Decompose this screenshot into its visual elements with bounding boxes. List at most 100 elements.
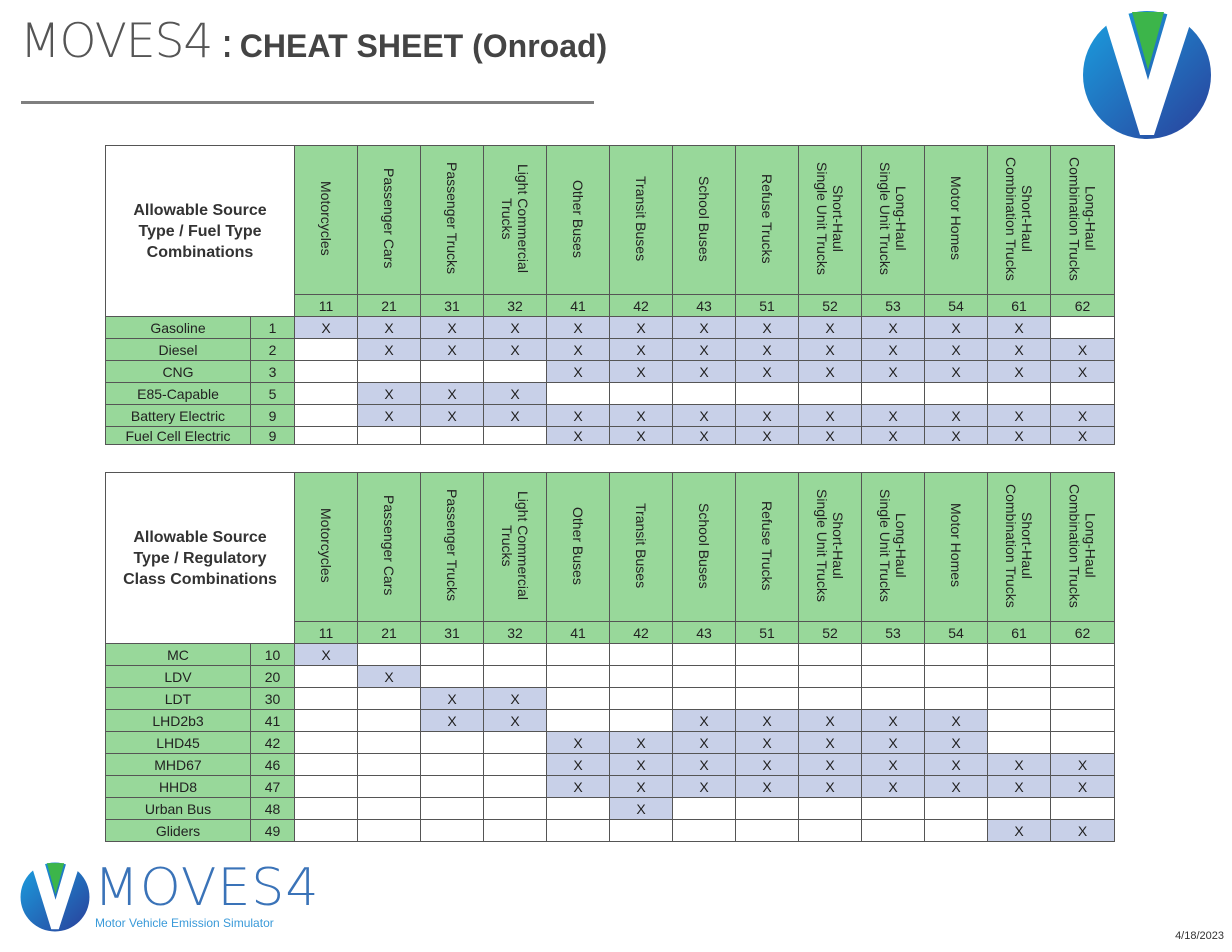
regulatory-class-table: Allowable Source Type / Regulatory Class… [105, 472, 1115, 842]
fuel-col-id: 43 [672, 294, 736, 317]
reg-cell-empty [420, 753, 484, 776]
fuel-cell-allowed: X [987, 338, 1051, 361]
reg-col-header: Motor Homes [924, 472, 988, 622]
reg-row-label: Gliders [105, 819, 251, 842]
fuel-cell-empty [294, 404, 358, 427]
fuel-col-id: 54 [924, 294, 988, 317]
fuel-cell-allowed: X [483, 338, 547, 361]
reg-cell-empty [924, 819, 988, 842]
fuel-col-header-name: Passenger Trucks [444, 162, 460, 275]
fuel-cell-allowed: X [798, 338, 862, 361]
fuel-row-label: E85-Capable [105, 382, 251, 405]
fuel-table-row: Fuel Cell Electric 9 X X X X X X X X X [105, 426, 1115, 445]
fuel-cell-allowed: X [987, 404, 1051, 427]
fuel-cell-allowed: X [483, 316, 547, 339]
reg-col-header: Passenger Cars [357, 472, 421, 622]
fuel-cell-allowed: X [735, 426, 799, 445]
reg-cell-empty [987, 665, 1051, 688]
reg-cell-empty [672, 687, 736, 710]
fuel-table-row: Gasoline 1 X X X X X X X X X X X X [105, 316, 1115, 339]
reg-cell-empty [798, 665, 862, 688]
fuel-cell-allowed: X [924, 338, 988, 361]
reg-table-row: LDV 20 X [105, 665, 1115, 688]
reg-row-label: LHD2b3 [105, 709, 251, 732]
reg-cell-empty [294, 687, 358, 710]
fuel-cell-allowed: X [798, 404, 862, 427]
fuel-col-header-name: Short-Haul Combination Trucks [1003, 156, 1035, 281]
fuel-cell-allowed: X [735, 360, 799, 383]
fuel-col-header: Short-Haul Single Unit Trucks [798, 145, 862, 295]
fuel-cell-empty [1050, 382, 1115, 405]
reg-col-header: School Buses [672, 472, 736, 622]
reg-cell-empty [798, 687, 862, 710]
fuel-col-id: 11 [294, 294, 358, 317]
fuel-cell-allowed: X [924, 316, 988, 339]
reg-cell-allowed: X [483, 687, 547, 710]
fuel-cell-empty [294, 360, 358, 383]
reg-row-label: LDT [105, 687, 251, 710]
reg-cell-empty [483, 775, 547, 798]
fuel-cell-allowed: X [672, 338, 736, 361]
reg-table-row: LHD2b3 41 X X X X X X X [105, 709, 1115, 732]
reg-col-header-name: Motor Homes [948, 503, 964, 588]
fuel-col-header: Motorcycles [294, 145, 358, 295]
reg-cell-allowed: X [1050, 775, 1115, 798]
fuel-cell-allowed: X [546, 426, 610, 445]
reg-cell-empty [1050, 797, 1115, 820]
reg-row-label: HHD8 [105, 775, 251, 798]
reg-row-label: MHD67 [105, 753, 251, 776]
reg-cell-empty [861, 665, 925, 688]
fuel-cell-allowed: X [357, 404, 421, 427]
reg-col-id: 32 [483, 621, 547, 644]
fuel-col-header: Long-Haul Combination Trucks [1050, 145, 1115, 295]
reg-cell-empty [420, 731, 484, 754]
reg-row-id: 47 [250, 775, 295, 798]
reg-cell-empty [294, 775, 358, 798]
fuel-cell-allowed: X [609, 426, 673, 445]
reg-row-label: MC [105, 643, 251, 666]
reg-cell-allowed: X [483, 709, 547, 732]
reg-table-row: Gliders 49 X X [105, 819, 1115, 842]
reg-row-label: LDV [105, 665, 251, 688]
fuel-table-row: Battery Electric 9 X X X X X X X X X X X X [105, 404, 1115, 427]
moves4-wordmark: MOVES4 Motor Vehicle Emission Simulator [20, 858, 318, 932]
fuel-cell-allowed: X [546, 360, 610, 383]
fuel-cell-allowed: X [420, 382, 484, 405]
reg-cell-allowed: X [798, 753, 862, 776]
title-underline [21, 101, 594, 104]
reg-cell-allowed: X [420, 687, 484, 710]
reg-cell-empty [357, 797, 421, 820]
reg-cell-empty [735, 665, 799, 688]
reg-col-header: Light Commercial Trucks [483, 472, 547, 622]
reg-col-id: 53 [861, 621, 925, 644]
reg-cell-allowed: X [546, 753, 610, 776]
reg-cell-allowed: X [609, 731, 673, 754]
fuel-col-header: Motor Homes [924, 145, 988, 295]
fuel-cell-allowed: X [1050, 360, 1115, 383]
fuel-col-id: 31 [420, 294, 484, 317]
fuel-table-row: CNG 3 X X X X X X X X X [105, 360, 1115, 383]
reg-cell-allowed: X [987, 819, 1051, 842]
fuel-cell-empty [357, 360, 421, 383]
reg-cell-allowed: X [735, 753, 799, 776]
fuel-cell-empty [294, 382, 358, 405]
reg-cell-allowed: X [735, 775, 799, 798]
reg-row-id: 48 [250, 797, 295, 820]
fuel-row-label: CNG [105, 360, 251, 383]
fuel-cell-allowed: X [861, 338, 925, 361]
fuel-cell-allowed: X [546, 338, 610, 361]
reg-col-id: 43 [672, 621, 736, 644]
reg-cell-empty [735, 797, 799, 820]
fuel-cell-allowed: X [861, 426, 925, 445]
reg-cell-empty [483, 665, 547, 688]
reg-table-row: MC 10 X [105, 643, 1115, 666]
fuel-cell-allowed: X [609, 338, 673, 361]
fuel-row-id: 9 [250, 404, 295, 427]
reg-table-row: HHD8 47 X X X X X X X X X [105, 775, 1115, 798]
fuel-col-id: 32 [483, 294, 547, 317]
reg-cell-allowed: X [861, 753, 925, 776]
reg-cell-allowed: X [861, 775, 925, 798]
reg-row-id: 49 [250, 819, 295, 842]
fuel-cell-allowed: X [924, 404, 988, 427]
fuel-cell-allowed: X [672, 404, 736, 427]
